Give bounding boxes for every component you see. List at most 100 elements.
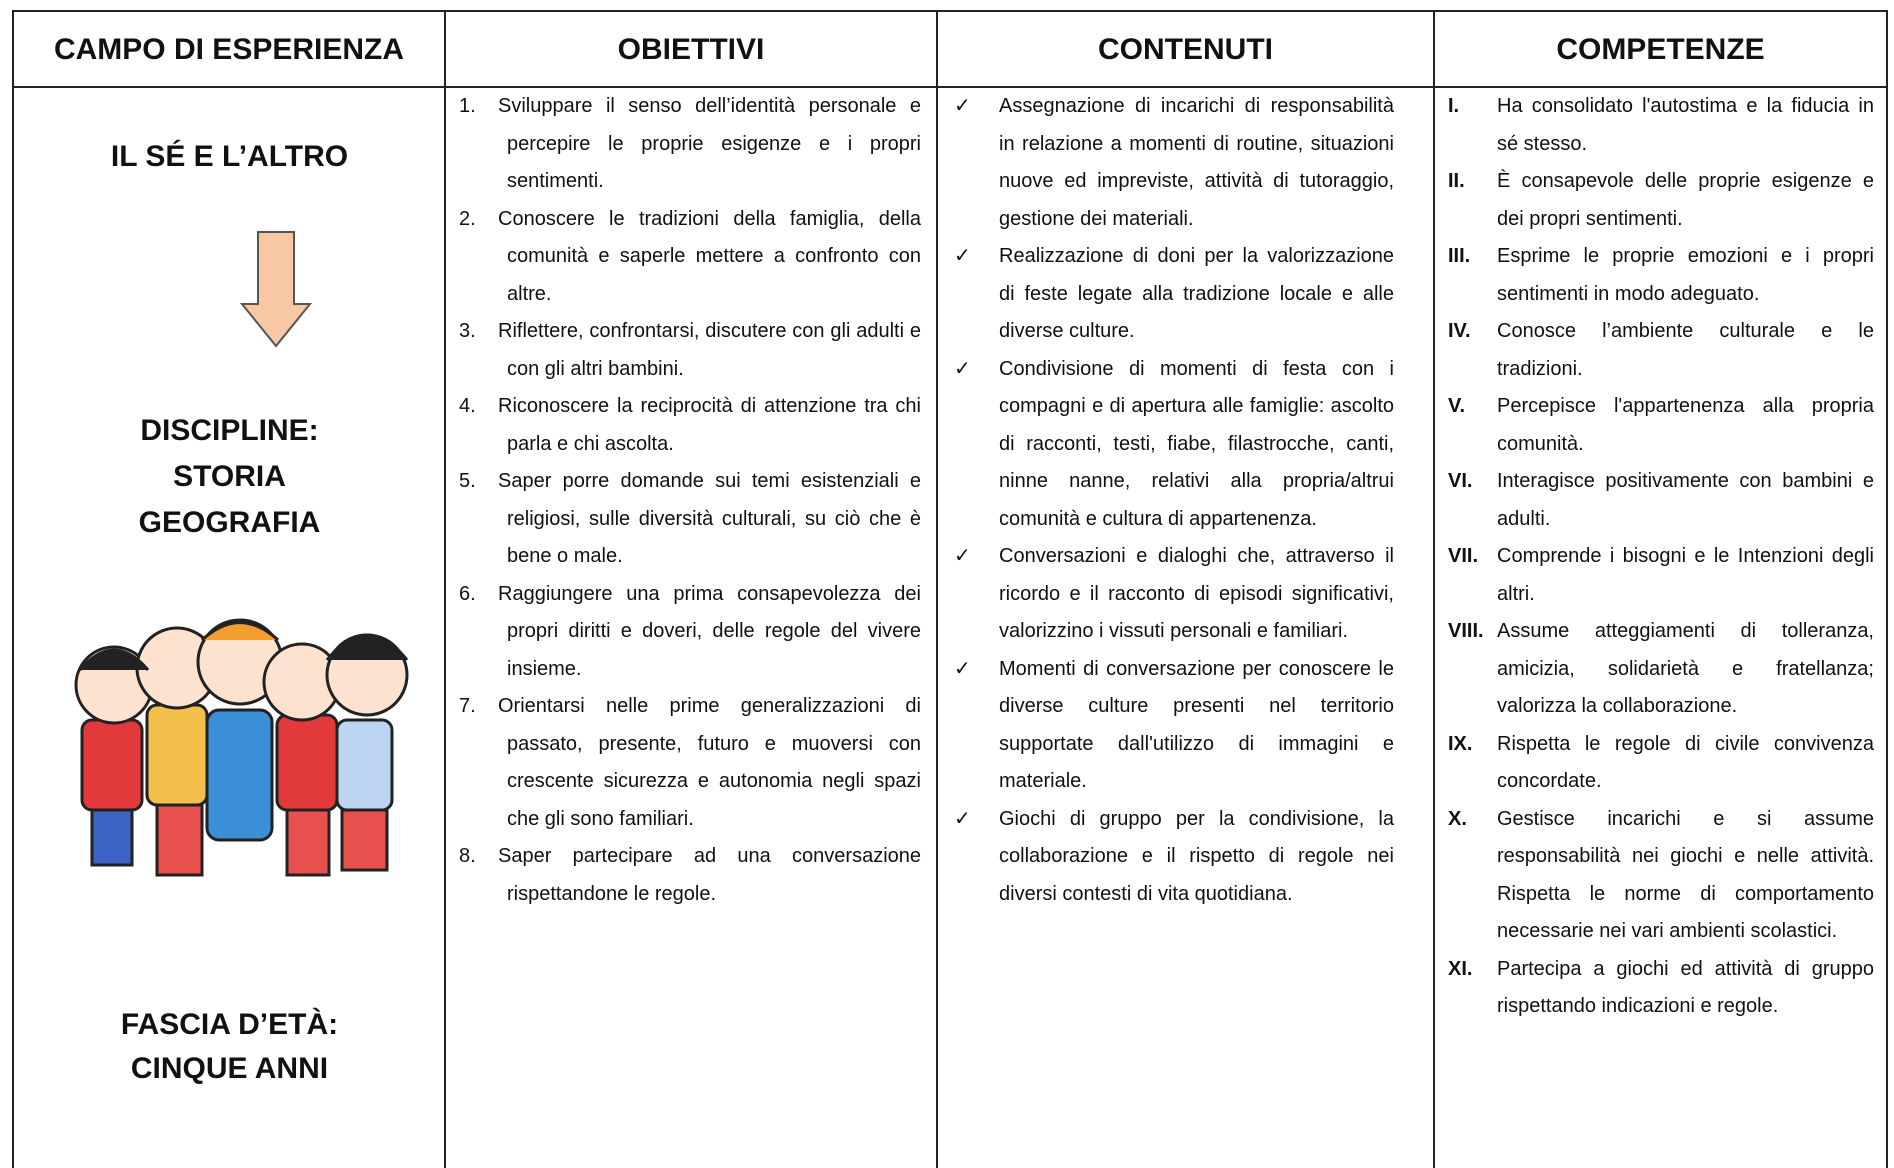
border	[1886, 10, 1888, 1168]
item-marker: 7.	[459, 695, 476, 717]
content-item: ✓ Condivisione di momenti di festa con i …	[954, 351, 1394, 539]
item-marker: X.	[1448, 807, 1467, 830]
content-item: ✓ Assegnazione di incarichi di responsabi…	[954, 88, 1394, 238]
content-item: ✓ Momenti di conversazione per conoscere …	[954, 651, 1394, 801]
item-marker: VII.	[1448, 545, 1479, 567]
objective-item: 5. Saper porre domande sui temi esistenzi…	[459, 463, 921, 576]
competencies-list: I. Ha consolidato l'autostima e la fiduci…	[1448, 88, 1874, 1026]
check-icon: ✓	[954, 807, 971, 830]
item-marker: 4.	[459, 395, 476, 417]
objective-item: 2. Conoscere le tradizioni della famiglia…	[459, 201, 921, 314]
competency-item: II. È consapevole delle proprie esigenze …	[1448, 163, 1874, 238]
item-text: Rispetta le regole di civile convivenza …	[1497, 732, 1874, 793]
item-marker: I.	[1448, 95, 1460, 117]
objective-item: 7. Orientarsi nelle prime generalizzazion…	[459, 688, 921, 838]
competency-item: IX. Rispetta le regole di civile conviven…	[1448, 726, 1874, 801]
competency-item: VI. Interagisce positivamente con bambini…	[1448, 463, 1874, 538]
content-item: ✓ Conversazioni e dialoghi che, attravers…	[954, 538, 1394, 651]
item-text: Assegnazione di incarichi di responsabil…	[999, 95, 1394, 230]
competency-item: V. Percepisce l'appartenenza alla propria…	[1448, 388, 1874, 463]
disciplines-label: DISCIPLINE:	[140, 414, 319, 447]
contents-list: ✓ Assegnazione di incarichi di responsabi…	[954, 88, 1394, 913]
children-illustration	[74, 618, 409, 877]
check-icon: ✓	[954, 357, 971, 380]
item-marker: 8.	[459, 845, 476, 867]
discipline: GEOGRAFIA	[138, 506, 321, 539]
item-text: Realizzazione di doni per la valorizzazi…	[999, 245, 1394, 342]
objective-item: 1. Sviluppare il senso dell’identità pers…	[459, 88, 921, 201]
column-header: OBIETTIVI	[617, 32, 765, 66]
objectives-list: 1. Sviluppare il senso dell’identità pers…	[459, 88, 921, 913]
item-text: Raggiungere una prima consapevolezza dei…	[498, 582, 921, 680]
border	[444, 10, 446, 1168]
item-text: Conversazioni e dialoghi che, attraverso…	[999, 545, 1394, 642]
item-marker: 1.	[459, 95, 476, 117]
discipline: STORIA	[173, 460, 286, 493]
check-icon: ✓	[954, 95, 971, 117]
item-text: Saper partecipare ad una conversazione r…	[498, 845, 921, 905]
competency-item: VIII. Assume atteggiamenti di tolleranza,…	[1448, 613, 1874, 726]
item-text: Assume atteggiamenti di tolleranza, amic…	[1497, 620, 1874, 717]
column-header: CAMPO DI ESPERIENZA	[53, 32, 405, 66]
age: CINQUE ANNI	[130, 1052, 329, 1085]
item-text: Partecipa a giochi ed attività di gruppo…	[1497, 957, 1874, 1018]
item-marker: 3.	[459, 320, 476, 342]
border	[12, 10, 14, 1168]
content-item: ✓ Giochi di gruppo per la condivisione, l…	[954, 801, 1394, 914]
border	[1433, 10, 1435, 1168]
item-marker: III.	[1448, 245, 1471, 267]
check-icon: ✓	[954, 545, 971, 567]
column-header: CONTENUTI	[1098, 32, 1273, 66]
check-icon: ✓	[954, 657, 971, 680]
item-text: Sviluppare il senso dell’identità person…	[498, 95, 921, 192]
objective-item: 6. Raggiungere una prima consapevolezza d…	[459, 576, 921, 689]
objective-item: 3. Riflettere, confrontarsi, discutere co…	[459, 313, 921, 388]
item-text: Saper porre domande sui temi esistenzial…	[498, 470, 921, 567]
item-marker: II.	[1448, 170, 1465, 192]
column-header: COMPETENZE	[1556, 32, 1765, 66]
item-text: Condivisione di momenti di festa con i c…	[999, 357, 1394, 530]
item-text: Gestisce incarichi e si assume responsab…	[1497, 807, 1874, 943]
competency-item: I. Ha consolidato l'autostima e la fiduci…	[1448, 88, 1874, 163]
check-icon: ✓	[954, 245, 971, 267]
age-label: FASCIA D’ETÀ:	[120, 1008, 339, 1041]
item-marker: XI.	[1448, 957, 1473, 980]
item-marker: IX.	[1448, 732, 1473, 755]
item-text: Esprime le proprie emozioni e i propri s…	[1497, 245, 1874, 305]
competency-item: VII. Comprende i bisogni e le Intenzioni …	[1448, 538, 1874, 613]
item-marker: V.	[1448, 395, 1466, 417]
item-text: Ha consolidato l'autostima e la fiducia …	[1497, 95, 1874, 155]
field-title: IL SÉ E L’ALTRO	[110, 140, 349, 173]
objective-item: 4. Riconoscere la reciprocità di attenzio…	[459, 388, 921, 463]
item-marker: VI.	[1448, 470, 1473, 492]
item-text: Interagisce positivamente con bambini e …	[1497, 470, 1874, 530]
item-text: Comprende i bisogni e le Intenzioni degl…	[1497, 545, 1874, 605]
competency-item: X. Gestisce incarichi e si assume respons…	[1448, 801, 1874, 951]
item-text: Conosce l’ambiente culturale e le tradiz…	[1497, 320, 1874, 380]
item-text: Riconoscere la reciprocità di attenzione…	[498, 395, 921, 455]
competency-item: III. Esprime le proprie emozioni e i prop…	[1448, 238, 1874, 313]
item-marker: 2.	[459, 207, 476, 230]
item-text: È consapevole delle proprie esigenze e d…	[1497, 170, 1874, 230]
item-text: Momenti di conversazione per conoscere l…	[999, 657, 1394, 793]
item-text: Orientarsi nelle prime generalizzazioni …	[498, 695, 921, 830]
competency-item: IV. Conosce l’ambiente culturale e le tra…	[1448, 313, 1874, 388]
objective-item: 8. Saper partecipare ad una conversazione…	[459, 838, 921, 913]
competency-item: XI. Partecipa a giochi ed attività di gru…	[1448, 951, 1874, 1026]
item-marker: VIII.	[1448, 620, 1484, 642]
item-text: Riflettere, confrontarsi, discutere con …	[498, 320, 921, 380]
item-marker: IV.	[1448, 320, 1471, 342]
item-text: Conoscere le tradizioni della famiglia, …	[498, 207, 921, 305]
item-text: Giochi di gruppo per la condivisione, la…	[999, 807, 1394, 905]
border	[12, 86, 1888, 88]
item-marker: 6.	[459, 582, 476, 605]
item-marker: 5.	[459, 470, 476, 492]
arrow	[239, 231, 313, 348]
item-text: Percepisce l'appartenenza alla propria c…	[1497, 395, 1874, 455]
border	[936, 10, 938, 1168]
border	[12, 10, 1888, 12]
content-item: ✓ Realizzazione di doni per la valorizzaz…	[954, 238, 1394, 351]
